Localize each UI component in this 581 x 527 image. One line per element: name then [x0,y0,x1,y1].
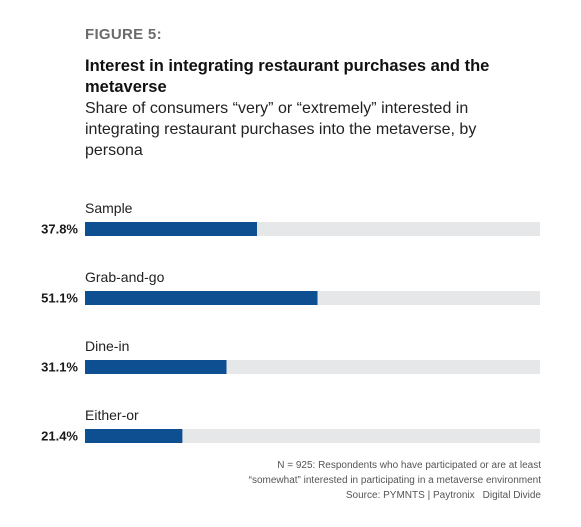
footnote-line-1: N = 925: Respondents who have participat… [277,460,541,471]
category-label: Either-or [85,407,139,423]
report-name: Digital Divide [482,490,541,501]
category-label: Dine-in [85,338,129,354]
bar [85,429,183,443]
category-label: Sample [85,200,133,216]
value-label: 31.1% [41,360,78,375]
bar [85,291,318,305]
footnote-line-2: “somewhat” interested in participating i… [248,475,541,486]
source-text: Source: PYMNTS | Paytronix [345,490,475,501]
value-label: 37.8% [41,222,78,237]
source-line: Source: PYMNTS | Paytronix Digital Divide [338,490,541,501]
bar [85,222,257,236]
value-label: 51.1% [41,291,78,306]
value-label: 21.4% [41,429,78,444]
chart-title: Interest in integrating restaurant purch… [85,57,490,96]
bar-track [85,429,540,443]
chart-subtitle: Share of consumers “very” or “extremely”… [85,100,477,159]
bar [85,360,227,374]
bar-chart: Sample 37.8% Grab-and-go 51.1% Dine-in 31.1% E… [41,200,540,444]
category-label: Grab-and-go [85,269,165,285]
figure-label: FIGURE 5: [85,26,162,43]
